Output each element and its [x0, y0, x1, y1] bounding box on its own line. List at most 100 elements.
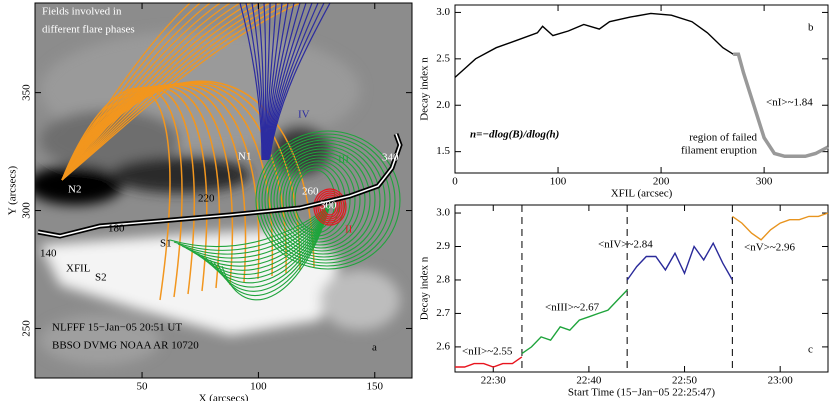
field-line	[268, 3, 331, 161]
y-tick-label: 3.0	[436, 6, 450, 18]
plot-frame	[34, 2, 413, 379]
y-tick-label: 2.7	[436, 307, 450, 319]
annotation: region of failed	[689, 132, 757, 144]
annotation: 300	[320, 200, 337, 212]
field-line	[61, 84, 247, 283]
annotation: 260	[302, 186, 319, 198]
x-axis-label: XFIL (arcsec)	[611, 188, 673, 200]
annotation: BBSO DVMG NOAA AR 10720	[52, 340, 199, 352]
panel-label: a	[372, 342, 377, 354]
annotation: NLFFF 15−Jan−05 20:51 UT	[52, 322, 182, 334]
field-line	[267, 3, 319, 161]
y-tick-label: 2.6	[436, 340, 450, 352]
annotation: <nIV>~2.84	[598, 239, 653, 251]
data-line	[731, 212, 829, 241]
field-line	[221, 204, 331, 301]
x-tick-label: 22:40	[576, 375, 602, 387]
y-tick-label: 2.0	[436, 99, 450, 111]
field-line	[270, 145, 376, 255]
x-tick-label: 22:50	[672, 375, 698, 387]
field-line	[61, 85, 221, 289]
field-line	[189, 204, 331, 267]
field-line	[255, 130, 401, 270]
field-line	[319, 194, 341, 220]
field-line	[265, 3, 289, 161]
annotation: 140	[40, 248, 57, 260]
field-line	[61, 3, 241, 181]
plot-frame	[454, 4, 829, 174]
field-line	[61, 3, 251, 181]
field-line	[257, 3, 265, 161]
field-line	[282, 157, 356, 243]
y-tick-label: 2.8	[436, 273, 450, 285]
annotation: 340	[382, 152, 399, 164]
x-tick-label: 22:30	[481, 375, 507, 387]
field-line	[276, 151, 366, 249]
field-line	[193, 204, 331, 271]
field-line	[261, 136, 391, 264]
field-line	[268, 3, 325, 161]
annotation: <nV>~2.96	[744, 242, 796, 254]
field-line	[265, 3, 295, 161]
annotation: different flare phases	[42, 24, 135, 36]
annotation: XFIL	[66, 263, 91, 275]
field-line	[266, 3, 301, 161]
field-line	[273, 148, 371, 252]
x-tick-label: 300	[756, 176, 773, 188]
y-tick-label: 300	[21, 202, 33, 219]
y-tick-label: 350	[21, 84, 33, 101]
field-line	[61, 3, 301, 181]
annotation: 180	[108, 223, 125, 235]
x-tick-label: 50	[137, 381, 149, 393]
field-line	[61, 80, 315, 268]
annotation: III	[338, 154, 349, 166]
field-line	[61, 3, 271, 181]
magnetogram	[35, 3, 412, 378]
data-line	[454, 12, 734, 78]
field-line	[266, 3, 307, 161]
annotation: N1	[238, 151, 251, 163]
annotation: S1	[160, 238, 172, 250]
x-tick-label: 150	[367, 381, 384, 393]
y-axis-label: Y (arcsecs)	[7, 165, 19, 215]
x-axis-label: X (arcsecs)	[199, 393, 249, 401]
x-tick-label: 0	[452, 176, 458, 188]
field-line	[264, 3, 283, 161]
annotation: IV	[298, 109, 310, 121]
y-tick-label: 1.5	[436, 145, 450, 157]
annotation: II	[345, 224, 353, 236]
x-tick-label: 100	[250, 381, 267, 393]
data-line	[626, 241, 734, 281]
field-line	[315, 190, 345, 224]
field-line	[61, 3, 261, 181]
panel-label: b	[808, 22, 814, 34]
annotation: <nIII>~2.67	[545, 302, 600, 314]
field-line	[245, 3, 264, 161]
x-tick-label: 23:00	[768, 375, 794, 387]
y-tick-label: 250	[21, 320, 33, 337]
y-axis-label: Decay index n	[419, 57, 431, 121]
annotation: <nI>~1.84	[766, 97, 813, 109]
field-line	[264, 139, 386, 261]
panel-label: c	[808, 344, 813, 356]
y-tick-label: 2.9	[436, 240, 450, 252]
field-line	[251, 3, 264, 161]
annotation: N2	[68, 184, 81, 196]
annotation: <nII>~2.55	[462, 346, 513, 358]
annotation: filament eruption	[681, 145, 758, 157]
field-line	[185, 204, 331, 263]
annotation: Fields involved in	[42, 6, 122, 18]
field-line	[264, 3, 277, 161]
field-line	[177, 204, 331, 255]
x-tick-label: 100	[550, 176, 567, 188]
field-line	[267, 142, 381, 258]
annotation: n=−dlog(B)/dlog(h)	[470, 129, 559, 141]
field-line	[61, 3, 281, 181]
field-line	[263, 3, 271, 161]
field-line	[263, 3, 267, 161]
annotation: S2	[95, 272, 107, 284]
plot-frame	[454, 204, 829, 373]
field-line	[317, 192, 343, 222]
field-line	[279, 154, 361, 246]
